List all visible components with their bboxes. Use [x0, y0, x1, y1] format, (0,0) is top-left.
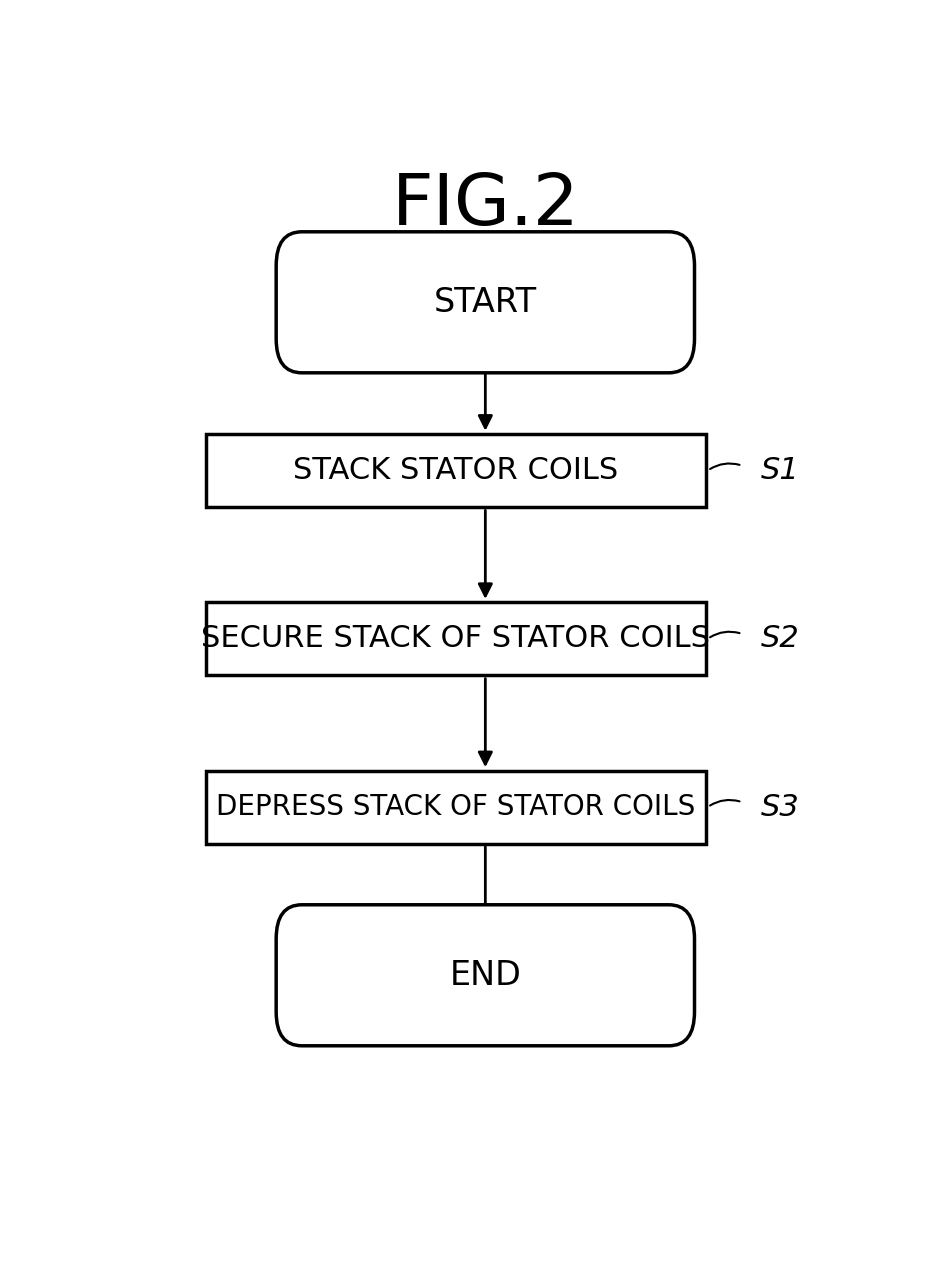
Text: S2: S2	[760, 624, 799, 653]
Text: STACK STATOR COILS: STACK STATOR COILS	[294, 456, 618, 485]
Text: SECURE STACK OF STATOR COILS: SECURE STACK OF STATOR COILS	[202, 624, 710, 653]
Text: DEPRESS STACK OF STATOR COILS: DEPRESS STACK OF STATOR COILS	[216, 793, 696, 821]
Bar	[206, 602, 706, 676]
Text: FIG.2: FIG.2	[391, 171, 580, 240]
Text: END: END	[450, 959, 521, 991]
Text: S3: S3	[760, 792, 799, 821]
Text: START: START	[434, 285, 537, 318]
Bar	[206, 770, 706, 844]
FancyBboxPatch shape	[277, 904, 694, 1046]
Text: S1: S1	[760, 456, 799, 485]
Bar	[206, 434, 706, 506]
FancyBboxPatch shape	[277, 232, 694, 373]
